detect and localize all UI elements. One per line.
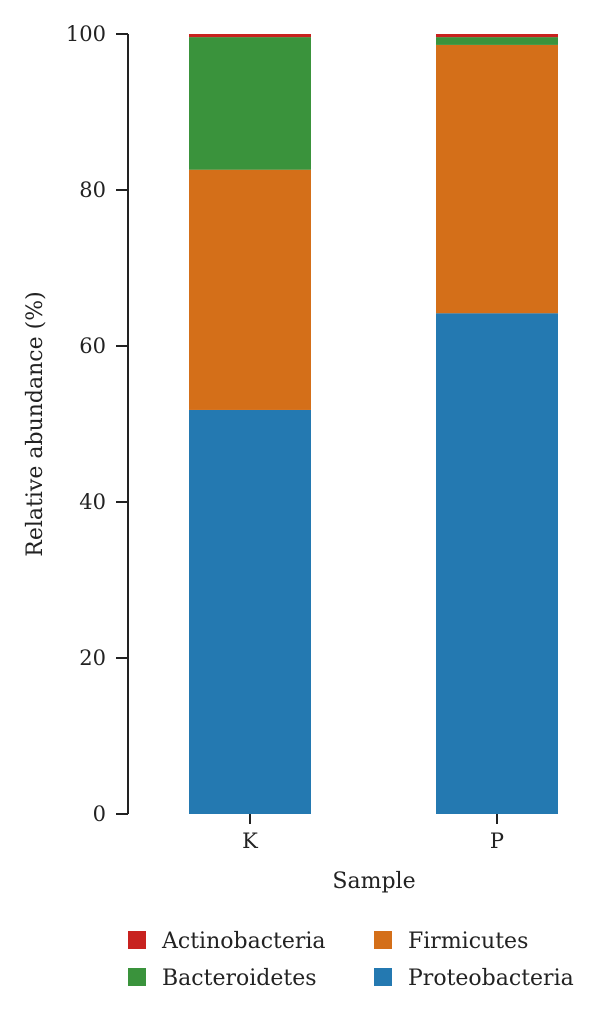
legend-swatch-proteobacteria bbox=[374, 968, 392, 986]
x-tick-label-k: K bbox=[242, 829, 258, 853]
y-tick-label: 60 bbox=[79, 334, 106, 358]
bar-segment-p-proteobacteria bbox=[436, 313, 558, 814]
legend: Actinobacteria Firmicutes Bacteroidetes Pro… bbox=[128, 929, 574, 991]
legend-swatch-actinobacteria bbox=[128, 931, 146, 949]
x-axis-title: Sample bbox=[332, 869, 415, 894]
x-tick-label-p: P bbox=[490, 829, 504, 853]
y-tick-label: 80 bbox=[79, 178, 106, 202]
y-tick-label: 0 bbox=[93, 802, 106, 826]
legend-swatch-bacteroidetes bbox=[128, 968, 146, 986]
y-tick-label: 100 bbox=[66, 22, 106, 46]
bar-segment-k-bacteroidetes bbox=[189, 37, 311, 170]
legend-swatch-firmicutes bbox=[374, 931, 392, 949]
bar-segment-k-actinobacteria bbox=[189, 34, 311, 38]
bar-segment-k-firmicutes bbox=[189, 169, 311, 410]
bar-segment-p-bacteroidetes bbox=[436, 37, 558, 45]
axes-group: 0 20 40 60 80 100 K P bbox=[66, 22, 504, 853]
bar-segment-p-actinobacteria bbox=[436, 34, 558, 38]
legend-label-firmicutes: Firmicutes bbox=[408, 929, 528, 954]
bar-segment-k-proteobacteria bbox=[189, 409, 311, 814]
y-tick-label: 20 bbox=[79, 646, 106, 670]
legend-label-actinobacteria: Actinobacteria bbox=[161, 929, 326, 954]
y-tick-label: 40 bbox=[79, 490, 106, 514]
legend-label-proteobacteria: Proteobacteria bbox=[408, 966, 574, 991]
bars-group bbox=[189, 34, 558, 814]
legend-label-bacteroidetes: Bacteroidetes bbox=[162, 966, 317, 991]
bar-segment-p-firmicutes bbox=[436, 44, 558, 314]
y-axis-title: Relative abundance (%) bbox=[23, 291, 48, 556]
